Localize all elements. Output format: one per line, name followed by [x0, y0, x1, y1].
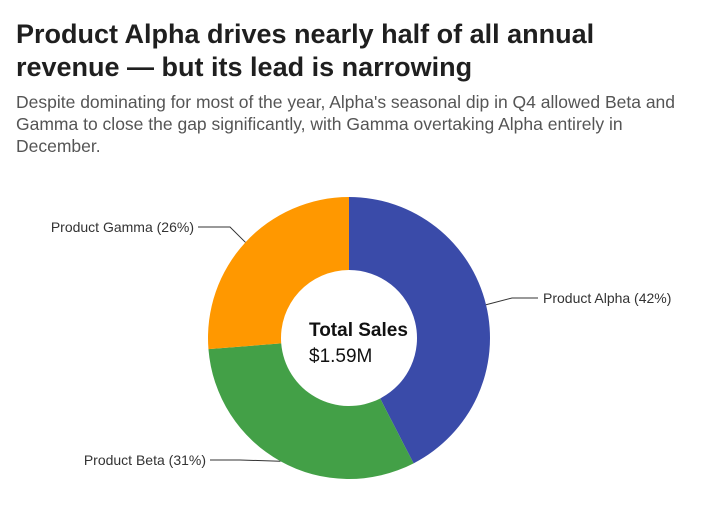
- center-value: $1.59M: [309, 346, 372, 367]
- chart-subtitle: Despite dominating for most of the year,…: [16, 92, 676, 156]
- slice-label-product-alpha: Product Alpha (42%): [543, 290, 671, 306]
- slice-product-gamma: [208, 197, 349, 350]
- center-title: Total Sales: [309, 320, 408, 341]
- slice-label-product-gamma: Product Gamma (26%): [51, 219, 194, 235]
- slice-product-beta: [208, 343, 414, 479]
- donut-slices: [208, 197, 490, 479]
- slice-labels: Product Alpha (42%) Product Beta (31%) Pro…: [51, 219, 672, 468]
- leader-line-product-beta: [210, 459, 281, 462]
- chart-header: Product Alpha drives nearly half of all …: [16, 18, 696, 157]
- slice-label-product-beta: Product Beta (31%): [84, 452, 206, 468]
- center-label: Total Sales $1.59M: [309, 320, 408, 367]
- leader-line-product-alpha: [485, 297, 538, 306]
- leader-line-product-gamma: [198, 226, 246, 243]
- chart-title: Product Alpha drives nearly half of all …: [16, 19, 595, 82]
- slice-product-alpha: [349, 197, 490, 464]
